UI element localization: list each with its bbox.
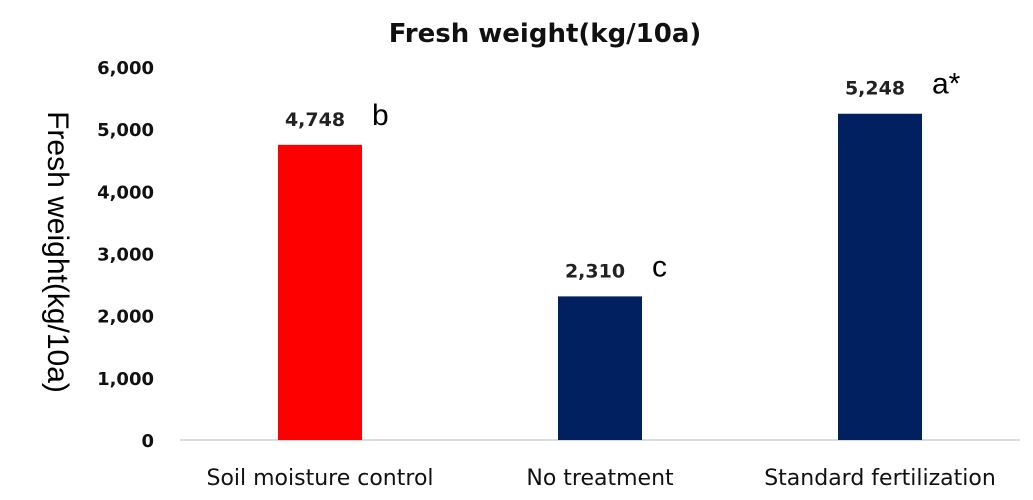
data-label: 2,310 <box>565 260 625 282</box>
x-axis: Soil moisture control No treatment Standar… <box>180 439 1020 491</box>
chart-title: Fresh weight(kg/10a) <box>389 19 702 49</box>
x-tick-label: Standard fertilization <box>764 466 996 491</box>
data-label: 4,748 <box>285 109 345 131</box>
significance-label: c <box>652 250 667 283</box>
x-tick-label: Soil moisture control <box>206 466 433 491</box>
y-tick-label: 3,000 <box>97 245 154 266</box>
bar <box>278 144 362 440</box>
y-tick-label: 6,000 <box>97 58 154 79</box>
bar <box>558 296 642 440</box>
data-labels: 4,748 b 2,310 c 5,248 a* <box>285 68 961 284</box>
data-label: 5,248 <box>845 78 905 100</box>
y-axis: 0 1,000 2,000 3,000 4,000 5,000 6,000 <box>97 58 154 452</box>
bar <box>838 113 922 441</box>
significance-label: b <box>372 99 389 132</box>
bars <box>278 113 922 441</box>
y-tick-label: 0 <box>141 431 154 452</box>
y-tick-label: 5,000 <box>97 120 154 141</box>
y-tick-label: 4,000 <box>97 182 154 203</box>
significance-label: a* <box>932 68 961 101</box>
y-tick-label: 1,000 <box>97 369 154 390</box>
y-axis-label: Fresh weight(kg/10a) <box>41 111 74 393</box>
y-tick-label: 2,000 <box>97 307 154 328</box>
x-tick-label: No treatment <box>526 466 674 491</box>
